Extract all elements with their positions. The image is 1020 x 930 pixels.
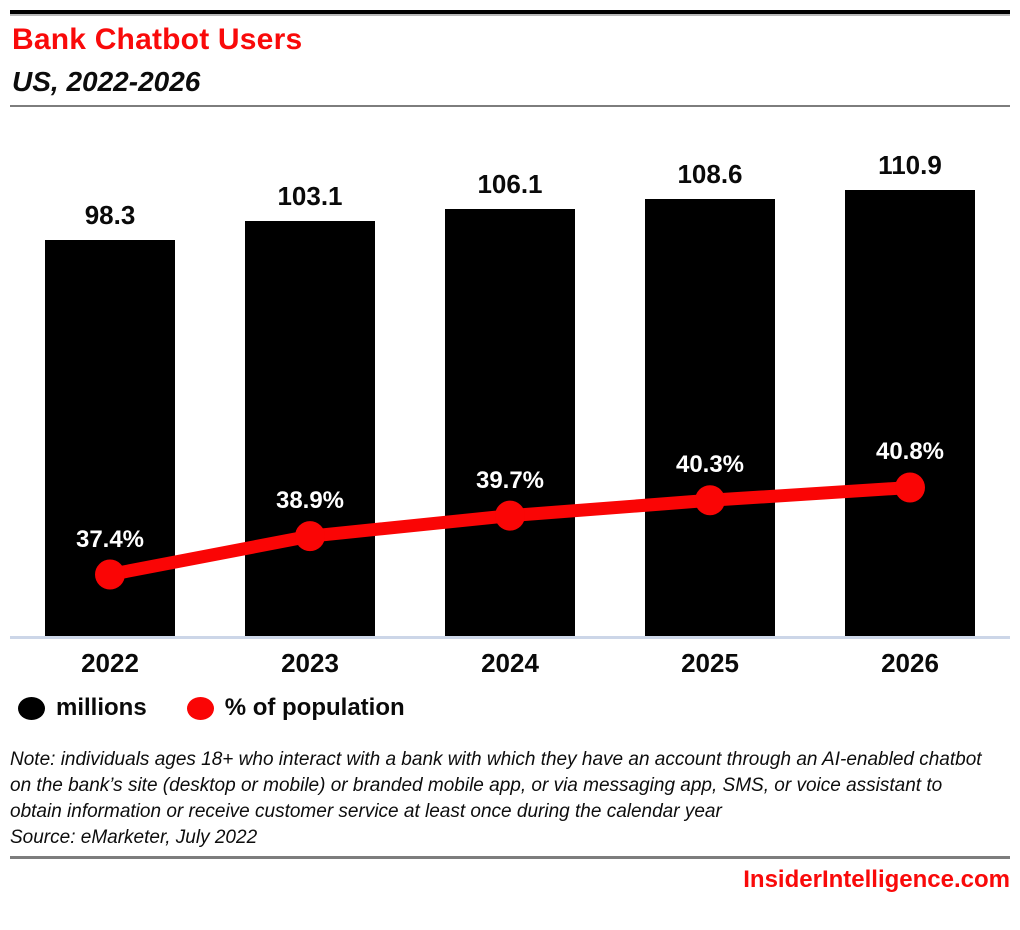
pct-label-2025: 40.3% [675, 451, 745, 479]
pct-label-2024: 39.7% [475, 466, 545, 494]
chart-card: Bank Chatbot Users US, 2022-2026 98.3 202… [0, 10, 1020, 894]
note-text: Note: individuals ages 18+ who interact … [10, 749, 982, 822]
pct-label-2023: 38.9% [275, 487, 345, 515]
x-tick-label-2022: 2022 [81, 648, 139, 678]
trend-point-2023 [295, 521, 325, 552]
bar-2025 [645, 199, 775, 636]
source-text: Source: eMarketer, July 2022 [10, 827, 258, 848]
millions-legend-dot [18, 696, 45, 720]
chart-title: Bank Chatbot Users [12, 23, 303, 56]
trend-point-2026 [895, 472, 925, 503]
trend-point-2025 [695, 485, 725, 516]
site-link[interactable]: InsiderIntelligence.com [743, 866, 1010, 893]
footer-divider [10, 856, 1010, 859]
bar-value-label-2023: 103.1 [277, 181, 343, 212]
top-rule [10, 10, 1010, 14]
x-tick-label-2026: 2026 [881, 648, 939, 678]
header-divider [10, 105, 1010, 107]
bar-2026 [845, 189, 975, 636]
pct-label-2026: 40.8% [875, 438, 945, 466]
x-axis-line [10, 636, 1010, 639]
bar-value-label-2022: 98.3 [84, 200, 136, 231]
trend-point-2024 [495, 500, 525, 531]
bar-value-label-2026: 110.9 [878, 149, 942, 180]
legend: millions % of population [10, 694, 1010, 722]
legend-label-percent: % of population [224, 694, 405, 721]
percent-legend-dot [186, 696, 214, 720]
trend-line-layer [95, 472, 925, 590]
pct-label-2022: 37.4% [75, 525, 145, 553]
trend-point-2022 [95, 559, 125, 590]
chart-subtitle: US, 2022-2026 [12, 66, 201, 97]
x-tick-label-2024: 2024 [481, 648, 539, 678]
bar-2023 [245, 221, 375, 636]
x-tick-label-2025: 2025 [681, 648, 739, 678]
x-tick-label-2023: 2023 [281, 648, 339, 678]
bar-2024 [445, 209, 575, 636]
bar-value-label-2025: 108.6 [677, 159, 743, 190]
bar-value-label-2024: 106.1 [477, 169, 543, 200]
legend-label-millions: millions [56, 694, 147, 721]
chart-canvas: 98.3 2022 103.1 2023 106.1 2024 108.6 2025 110.9… [10, 111, 1010, 679]
